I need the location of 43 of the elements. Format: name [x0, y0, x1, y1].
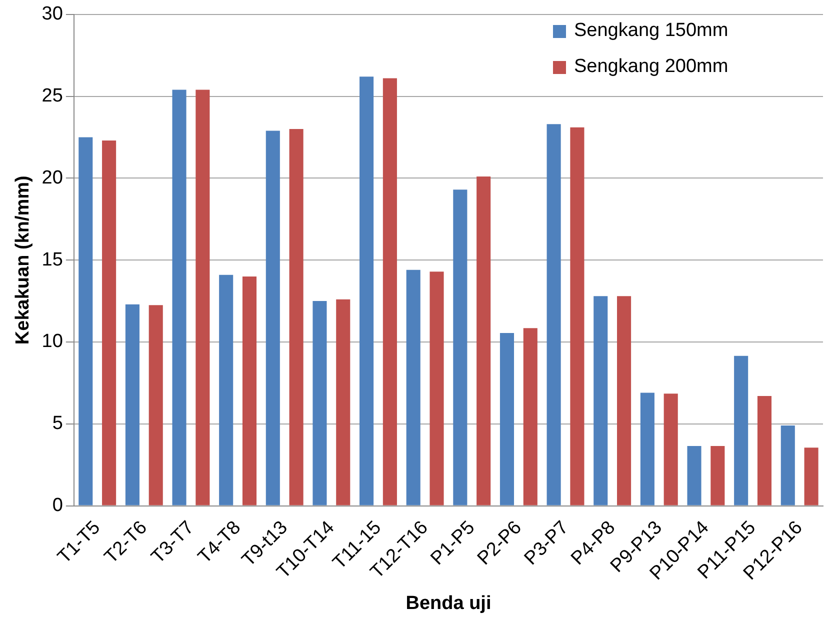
- bar: [640, 392, 654, 506]
- bar: [664, 394, 678, 506]
- bar: [102, 140, 116, 506]
- bar: [804, 448, 818, 506]
- bar: [219, 274, 234, 506]
- bar: [523, 328, 538, 506]
- bar: [78, 137, 93, 506]
- bar: [172, 90, 186, 506]
- bar: [710, 446, 725, 506]
- y-tick-label: 30: [42, 4, 63, 25]
- bar: [546, 124, 561, 506]
- bar: [734, 356, 748, 506]
- y-axis-title: Kekakuan (kn/mm): [12, 176, 34, 345]
- y-tick-label: 20: [42, 167, 63, 188]
- y-tick-label: 25: [42, 86, 63, 107]
- bar: [687, 446, 702, 506]
- bar: [757, 396, 772, 506]
- bar: [382, 78, 397, 506]
- y-tick-label: 5: [52, 413, 63, 434]
- y-tick-label: 0: [52, 495, 63, 516]
- y-tick-label: 10: [42, 331, 63, 352]
- bar: [500, 332, 514, 506]
- bar: [617, 296, 632, 506]
- bar: [289, 129, 304, 506]
- bar: [242, 276, 257, 506]
- bar: [780, 426, 795, 506]
- bar: [594, 296, 608, 506]
- bar: [570, 127, 584, 506]
- legend-label: Sengkang 150mm: [574, 20, 728, 42]
- x-axis-title: Benda uji: [406, 592, 492, 614]
- bar: [406, 270, 420, 506]
- bar: [312, 301, 327, 506]
- bar: [125, 304, 140, 506]
- bar: [148, 305, 163, 506]
- bar: [360, 76, 374, 506]
- bar: [336, 299, 350, 506]
- y-tick-label: 15: [42, 249, 63, 270]
- bar: [266, 130, 280, 506]
- bar: [476, 176, 491, 506]
- bar: [430, 272, 444, 506]
- bar: [196, 90, 210, 506]
- legend-label: Sengkang 200mm: [574, 56, 728, 78]
- bar: [453, 190, 468, 506]
